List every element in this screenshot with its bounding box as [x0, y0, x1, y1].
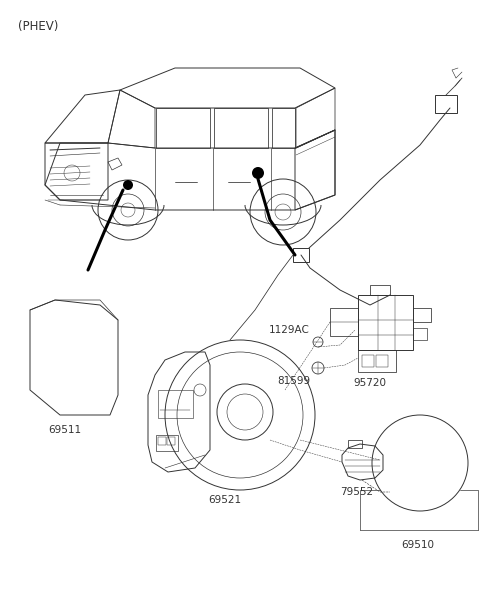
Bar [358, 295, 413, 350]
Bar [413, 328, 427, 340]
Bar [158, 437, 166, 445]
Text: 79552: 79552 [340, 487, 373, 497]
Circle shape [123, 180, 133, 190]
Bar [370, 285, 390, 295]
Bar [362, 355, 374, 367]
Bar [158, 390, 193, 418]
Circle shape [252, 167, 264, 179]
Text: 69521: 69521 [208, 495, 241, 505]
Bar [413, 308, 431, 322]
Bar [330, 308, 358, 336]
Bar [348, 440, 362, 448]
Text: 81599: 81599 [277, 376, 310, 386]
Bar [293, 248, 309, 262]
Bar [376, 355, 388, 367]
Bar [435, 95, 457, 113]
Bar [167, 437, 175, 445]
Text: 1129AC: 1129AC [269, 325, 310, 335]
Text: 69511: 69511 [48, 425, 82, 435]
Text: 69510: 69510 [401, 540, 434, 550]
Text: (PHEV): (PHEV) [18, 20, 59, 33]
Bar [156, 435, 178, 451]
Text: 95720: 95720 [353, 378, 386, 388]
Bar [358, 350, 396, 372]
